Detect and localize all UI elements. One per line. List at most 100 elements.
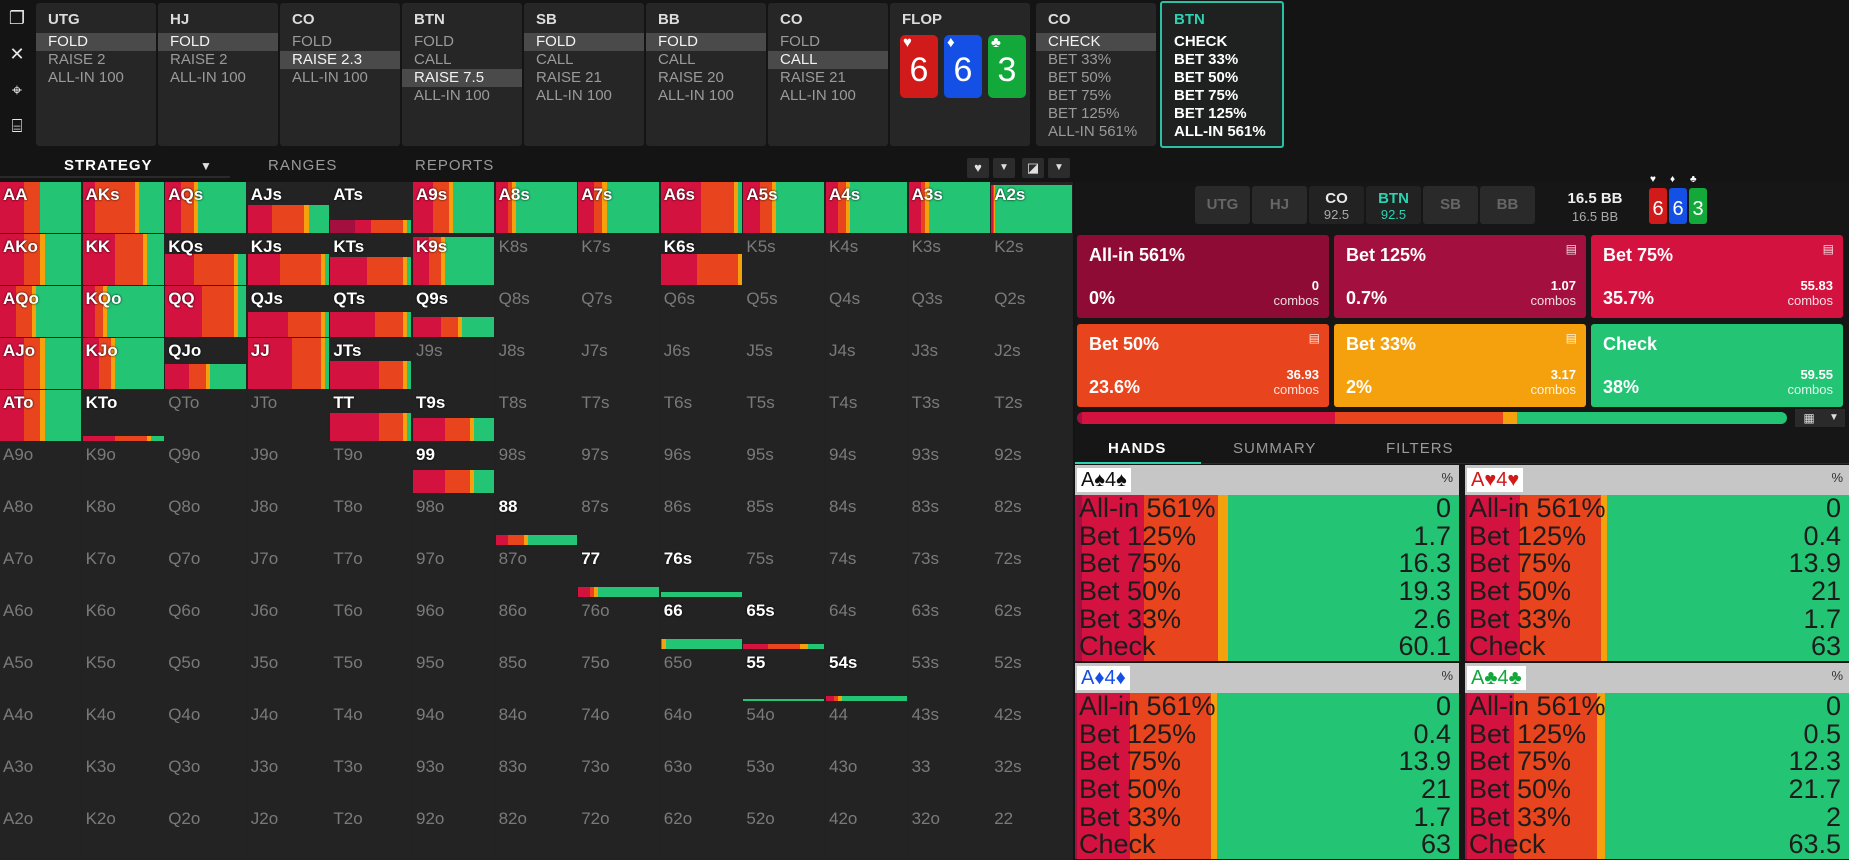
hand-cell[interactable]: A3s [908, 182, 990, 233]
spot-option[interactable]: FOLD [414, 33, 455, 50]
hand-cell[interactable]: QJs [247, 286, 329, 337]
hand-cell[interactable]: AJo [0, 338, 81, 389]
hand-cell[interactable]: 72o [578, 806, 660, 857]
spot-option[interactable]: ALL-IN 100 [170, 69, 246, 86]
hand-cell[interactable]: 53o [743, 754, 825, 805]
action-box[interactable]: Bet 75% 35.7% 55.83 combos ▤ [1591, 235, 1843, 318]
spot-option[interactable]: ALL-IN 100 [780, 87, 856, 104]
hand-cell[interactable]: A5s [743, 182, 825, 233]
spot-option[interactable]: FOLD [780, 33, 821, 50]
hand-cell[interactable]: 82s [991, 494, 1073, 545]
hand-cell[interactable]: 76o [578, 598, 660, 649]
hand-combo-card[interactable]: A♦4♦% All-in 561% 0 Bet 125% 0.4 Bet 75% 13.9 B… [1075, 663, 1459, 859]
hand-cell[interactable]: A7s [578, 182, 660, 233]
hand-cell[interactable]: AQo [0, 286, 81, 337]
tab-hands[interactable]: HANDS [1108, 440, 1167, 457]
hand-cell[interactable]: TT [330, 390, 412, 441]
hand-cell[interactable]: J4s [826, 338, 907, 389]
spot-option[interactable]: RAISE 21 [780, 69, 846, 86]
hand-cell[interactable]: 98o [413, 494, 494, 545]
hand-cell[interactable]: Q9s [413, 286, 494, 337]
hand-combo-card[interactable]: A♥4♥% All-in 561% 0 Bet 125% 0.4 Bet 75% 13.9 B… [1465, 465, 1849, 661]
hand-cell[interactable]: 76s [660, 546, 742, 597]
hand-cell[interactable]: K6s [660, 234, 742, 285]
hand-cell[interactable]: A7o [0, 546, 81, 597]
hand-cell[interactable]: A9s [413, 182, 494, 233]
hand-cell[interactable]: JJ [247, 338, 329, 389]
hand-cell[interactable]: 33 [908, 754, 990, 805]
hand-cell[interactable]: 65s [743, 598, 825, 649]
spot-option[interactable]: FOLD [646, 33, 766, 51]
hand-cell[interactable]: K7o [82, 546, 164, 597]
spot-option[interactable]: ALL-IN 100 [292, 69, 368, 86]
hand-cell[interactable]: A4s [826, 182, 907, 233]
hand-cell[interactable]: 22 [991, 806, 1073, 857]
hand-cell[interactable]: 32s [991, 754, 1073, 805]
hand-cell[interactable]: T6o [330, 598, 412, 649]
spot-option[interactable]: ALL-IN 100 [536, 87, 612, 104]
action-box[interactable]: Bet 50% 23.6% 36.93 combos ▤ [1077, 324, 1329, 407]
hand-cell[interactable]: J7s [578, 338, 660, 389]
hand-cell[interactable]: K6o [82, 598, 164, 649]
hand-cell[interactable]: K5o [82, 650, 164, 701]
hand-cell[interactable]: A6o [0, 598, 81, 649]
action-spot-btn[interactable]: BTN CHECK BET 33% BET 50% BET 75% BET 125% ALL… [1160, 1, 1284, 148]
hand-cell[interactable]: T2s [991, 390, 1073, 441]
hand-cell[interactable]: 83o [495, 754, 577, 805]
spot-option[interactable]: ALL-IN 561% [1048, 123, 1138, 140]
notes-icon[interactable]: ▤ [1565, 242, 1577, 256]
hand-cell[interactable]: 93s [908, 442, 990, 493]
hand-cell[interactable]: Q7o [165, 546, 247, 597]
seat-bb[interactable]: BB [1480, 186, 1535, 224]
hand-cell[interactable]: 88 [495, 494, 577, 545]
hand-cell[interactable]: J9s [413, 338, 494, 389]
hand-cell[interactable]: JTo [247, 390, 329, 441]
hand-cell[interactable]: J2s [991, 338, 1073, 389]
spot-option[interactable]: BET 75% [1048, 87, 1112, 104]
hand-cell[interactable]: Q9o [165, 442, 247, 493]
tab-strategy[interactable]: STRATEGY [64, 157, 153, 174]
hand-cell[interactable]: J8o [247, 494, 329, 545]
hand-cell[interactable]: AQs [165, 182, 247, 233]
hand-cell[interactable]: Q8s [495, 286, 577, 337]
action-box[interactable]: Check 38% 59.55 combos [1591, 324, 1843, 407]
hand-cell[interactable]: Q5s [743, 286, 825, 337]
spot-option[interactable]: RAISE 7.5 [402, 69, 522, 87]
spot-option[interactable]: CHECK [1036, 33, 1156, 51]
hand-cell[interactable]: 43o [826, 754, 907, 805]
hand-cell[interactable]: 65o [660, 650, 742, 701]
hand-cell[interactable]: A4o [0, 702, 81, 753]
spot-option[interactable]: RAISE 2 [170, 51, 228, 68]
action-spot-co[interactable]: CO FOLD CALL RAISE 21 ALL-IN 100 [768, 3, 888, 146]
hand-cell[interactable]: KK [82, 234, 164, 285]
hand-cell[interactable]: 73s [908, 546, 990, 597]
hand-cell[interactable]: A2s [991, 182, 1073, 233]
hand-cell[interactable]: 52s [991, 650, 1073, 701]
grid-view-icon[interactable]: ▦ [1795, 409, 1823, 427]
hand-cell[interactable]: Q4s [826, 286, 907, 337]
hand-cell[interactable]: 64o [660, 702, 742, 753]
hand-cell[interactable]: 97s [578, 442, 660, 493]
hand-cell[interactable]: 87s [578, 494, 660, 545]
spot-option[interactable]: BET 125% [1048, 105, 1120, 122]
hand-cell[interactable]: AJs [247, 182, 329, 233]
hand-cell[interactable]: T4o [330, 702, 412, 753]
hand-cell[interactable]: 44 [826, 702, 907, 753]
notes-icon[interactable]: ▤ [1565, 331, 1577, 345]
hand-cell[interactable]: T5o [330, 650, 412, 701]
hand-cell[interactable]: Q3s [908, 286, 990, 337]
hand-cell[interactable]: T9s [413, 390, 494, 441]
spot-option[interactable]: CALL [536, 51, 574, 68]
hand-cell[interactable]: Q7s [578, 286, 660, 337]
seat-sb[interactable]: SB [1423, 186, 1478, 224]
hand-cell[interactable]: Q6s [660, 286, 742, 337]
hand-cell[interactable]: K3o [82, 754, 164, 805]
hand-cell[interactable]: QTo [165, 390, 247, 441]
hand-cell[interactable]: 96o [413, 598, 494, 649]
spot-option[interactable]: BET 33% [1048, 51, 1112, 68]
action-spot-sb[interactable]: SB FOLD CALL RAISE 21 ALL-IN 100 [524, 3, 644, 146]
hand-cell[interactable]: KJo [82, 338, 164, 389]
notes-icon[interactable]: ▤ [1308, 331, 1320, 345]
hand-cell[interactable]: T8o [330, 494, 412, 545]
action-spot-utg[interactable]: UTG FOLD RAISE 2 ALL-IN 100 [36, 3, 156, 146]
